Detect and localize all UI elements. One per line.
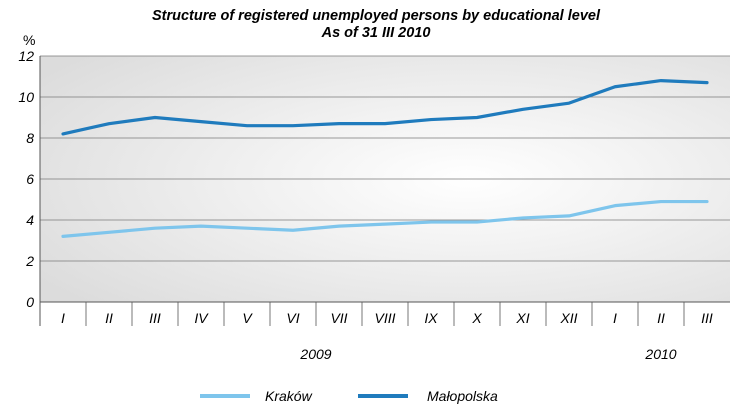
x-tick-label: IX	[424, 310, 438, 326]
y-tick-label: 12	[18, 48, 34, 64]
series-lines	[61, 78, 709, 238]
legend-label: Kraków	[265, 388, 313, 404]
x-tick-label: II	[105, 310, 113, 326]
y-axis-ticks: 0 2 4 6 8 10 12	[18, 48, 34, 310]
legend-label: Małopolska	[427, 388, 498, 404]
x-tick-label: IV	[194, 310, 209, 326]
x-axis-ticks: I II III IV V VI VII VIII IX X XI XII I II III	[61, 310, 713, 326]
y-tick-label: 4	[26, 212, 34, 228]
y-tick-label: 10	[18, 89, 34, 105]
x-tick-label: X	[471, 310, 482, 326]
y-axis-label: %	[23, 32, 35, 48]
x-tick-label: I	[613, 310, 617, 326]
x-tick-label: V	[242, 310, 253, 326]
legend: Kraków Małopolska	[200, 388, 498, 404]
chart-title: Structure of registered unemployed perso…	[152, 8, 601, 24]
axes	[39, 56, 730, 326]
x-tick-label: XI	[515, 310, 529, 326]
x-tick-label: XII	[559, 310, 577, 326]
year-labels: 2009 2010	[299, 346, 676, 362]
x-tick-label: VI	[286, 310, 299, 326]
x-tick-label: VIII	[374, 310, 395, 326]
y-tick-label: 2	[25, 253, 34, 269]
x-tick-label: III	[701, 310, 713, 326]
x-tick-label: III	[149, 310, 161, 326]
gridlines	[40, 55, 730, 262]
y-tick-label: 8	[26, 130, 34, 146]
chart-subtitle: As of 31 III 2010	[321, 25, 431, 41]
year-label: 2010	[644, 346, 676, 362]
series-line	[61, 78, 709, 136]
x-tick-label: II	[657, 310, 665, 326]
y-tick-label: 0	[26, 294, 34, 310]
y-tick-label: 6	[26, 171, 34, 187]
x-tick-label: I	[61, 310, 65, 326]
x-tick-label: VII	[330, 310, 347, 326]
series-line	[61, 199, 709, 238]
year-label: 2009	[299, 346, 331, 362]
